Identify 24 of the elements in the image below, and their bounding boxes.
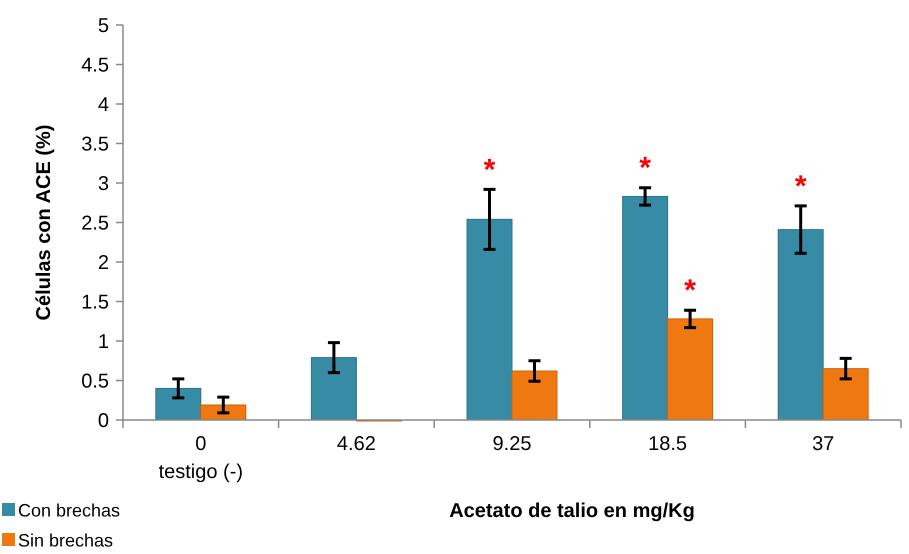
x-tick-label: 18.5 bbox=[648, 433, 688, 455]
x-tick-label: 0 testigo (-) bbox=[158, 433, 244, 483]
y-tick-label: 3 bbox=[98, 173, 109, 195]
x-tick-label: 37 bbox=[812, 433, 834, 455]
y-tick-label: 3.5 bbox=[81, 134, 109, 156]
annotation: * bbox=[794, 170, 807, 203]
annotation: * bbox=[684, 274, 696, 308]
y-tick-label: 2 bbox=[98, 252, 109, 274]
y-tick-label: 5 bbox=[98, 15, 109, 37]
legend-label: Con brechas bbox=[18, 500, 120, 520]
y-tick-label: 4.5 bbox=[81, 54, 109, 76]
x-tick-label: 9.25 bbox=[492, 433, 532, 455]
y-tick-label: 0.5 bbox=[81, 370, 109, 392]
y-tick-label: 2.5 bbox=[81, 212, 109, 234]
y-tick-label: 0 bbox=[98, 410, 109, 432]
y-tick-label: 1.5 bbox=[81, 292, 109, 314]
x-tick-label: 4.62 bbox=[336, 433, 376, 455]
annotation: * bbox=[484, 153, 496, 186]
y-tick-label: 4 bbox=[98, 94, 109, 116]
legend-label: Sin brechas bbox=[18, 530, 114, 550]
annotation: * bbox=[639, 152, 652, 185]
x-axis-title: Acetato de talio en mg/Kg bbox=[449, 500, 695, 522]
y-tick-label: 1 bbox=[98, 331, 109, 353]
y-axis-title: Células con ACE (%) bbox=[33, 124, 55, 320]
